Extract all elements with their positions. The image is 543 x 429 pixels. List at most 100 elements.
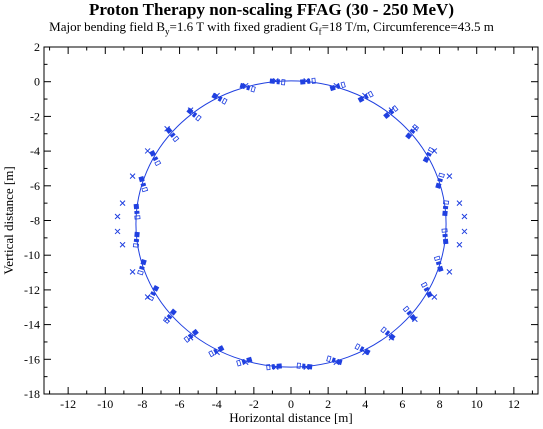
magnet-block-open <box>154 160 162 167</box>
data-point <box>129 173 136 179</box>
magnet-cell <box>433 255 444 272</box>
magnet-block <box>150 291 156 297</box>
data-point <box>412 316 418 323</box>
plot-frame <box>43 46 539 395</box>
magnet-block <box>437 265 444 272</box>
marker-layer <box>114 77 468 370</box>
magnet-block <box>139 265 145 271</box>
magnet-cell <box>435 172 445 189</box>
subtitle-part-2: =1.6 T with fixed gradient G <box>169 19 319 34</box>
data-point <box>114 213 121 220</box>
magnet-block <box>217 95 223 102</box>
data-point <box>461 228 468 235</box>
magnet-block-open <box>340 81 346 89</box>
x-tick-label: -12 <box>60 397 76 411</box>
magnet-block <box>359 346 365 352</box>
data-point <box>119 200 126 207</box>
magnet-block-open <box>391 105 399 113</box>
data-point <box>129 269 136 275</box>
magnet-block-open <box>236 359 242 367</box>
data-point <box>446 173 453 179</box>
magnet-block <box>138 175 145 183</box>
magnet-block <box>435 260 442 266</box>
data-point <box>446 269 453 275</box>
magnet-block <box>191 328 199 336</box>
magnet-cell <box>329 81 346 92</box>
x-tick-label: 2 <box>325 397 331 411</box>
magnet-cell <box>137 259 147 276</box>
magnet-block <box>133 203 140 210</box>
magnet-block-open <box>281 79 286 86</box>
magnet-block <box>423 286 430 292</box>
magnet-cell <box>186 107 202 122</box>
magnet-block <box>406 310 413 316</box>
magnet-block <box>187 333 194 340</box>
magnet-block-open <box>132 243 140 248</box>
y-tick-label: -8 <box>30 214 40 228</box>
magnet-block-open <box>250 85 256 93</box>
data-point <box>303 364 310 370</box>
magnet-block <box>405 132 413 140</box>
magnet-block <box>152 156 159 162</box>
data-point <box>303 77 310 84</box>
magnet-cell <box>420 281 433 298</box>
magnet-block <box>134 231 140 238</box>
subtitle-part-1: Major bending field B <box>49 19 166 34</box>
subtitle-part-3: =18 T/m, Circumference=43.5 m <box>321 19 494 34</box>
magnet-block-open <box>380 326 387 334</box>
magnet-block <box>246 356 253 364</box>
x-tick-label: 0 <box>288 397 294 411</box>
y-tick-label: -18 <box>24 387 40 401</box>
magnet-block <box>140 259 147 266</box>
data-point <box>333 359 340 366</box>
y-tick-label: -16 <box>24 352 40 366</box>
magnet-block-open <box>433 255 441 262</box>
magnet-block <box>329 84 336 92</box>
data-point <box>362 92 368 99</box>
magnet-block-open <box>195 114 202 122</box>
y-tick-label: 2 <box>34 40 40 54</box>
y-tick-label: -14 <box>24 318 40 332</box>
magnet-block <box>384 330 391 336</box>
magnet-cell <box>147 284 160 302</box>
y-tick-label: 0 <box>34 75 40 89</box>
magnet-cell <box>442 200 450 217</box>
magnet-block <box>140 182 147 187</box>
magnet-block-open <box>296 362 301 369</box>
ring-layer <box>132 77 450 371</box>
magnet-block <box>422 156 430 163</box>
magnet-block <box>169 308 177 316</box>
chart-title: Proton Therapy non-scaling FFAG (30 - 25… <box>88 0 454 19</box>
magnet-cell <box>133 203 141 220</box>
magnet-block <box>442 210 448 217</box>
y-tick-label: -6 <box>30 179 40 193</box>
axis-layer: -12 -10 -8 -6 -4 -2 0 2 4 6 8 10 12 2 0 -2 -4 -6 -8 -10 -12 -… <box>24 40 539 411</box>
y-tick-label: -2 <box>30 109 40 123</box>
data-point <box>242 82 249 89</box>
data-point <box>187 334 194 341</box>
y-tick-label: -4 <box>30 144 40 158</box>
magnet-block-open <box>311 77 316 84</box>
x-tick-label: -6 <box>175 397 185 411</box>
magnet-block-open <box>442 200 450 205</box>
data-point <box>272 77 279 84</box>
data-point <box>144 294 151 300</box>
data-point <box>333 82 340 89</box>
magnet-block <box>149 150 156 157</box>
x-tick-label: -2 <box>249 397 259 411</box>
data-point <box>214 92 220 99</box>
subtitle-sub-1: y <box>165 26 170 37</box>
magnet-cell <box>149 150 162 167</box>
magnet-block-open <box>221 97 228 105</box>
magnet-block-open <box>172 135 180 143</box>
lattice-ring <box>135 80 447 368</box>
magnet-block <box>426 291 433 298</box>
y-axis-label: Vertical distance [m] <box>1 166 16 274</box>
magnet-cell <box>422 146 435 163</box>
magnet-block <box>134 210 140 215</box>
magnet-block-open <box>141 186 149 193</box>
magnet-cell <box>441 228 449 245</box>
magnet-block-open <box>208 350 215 358</box>
magnet-block-open <box>266 364 271 371</box>
